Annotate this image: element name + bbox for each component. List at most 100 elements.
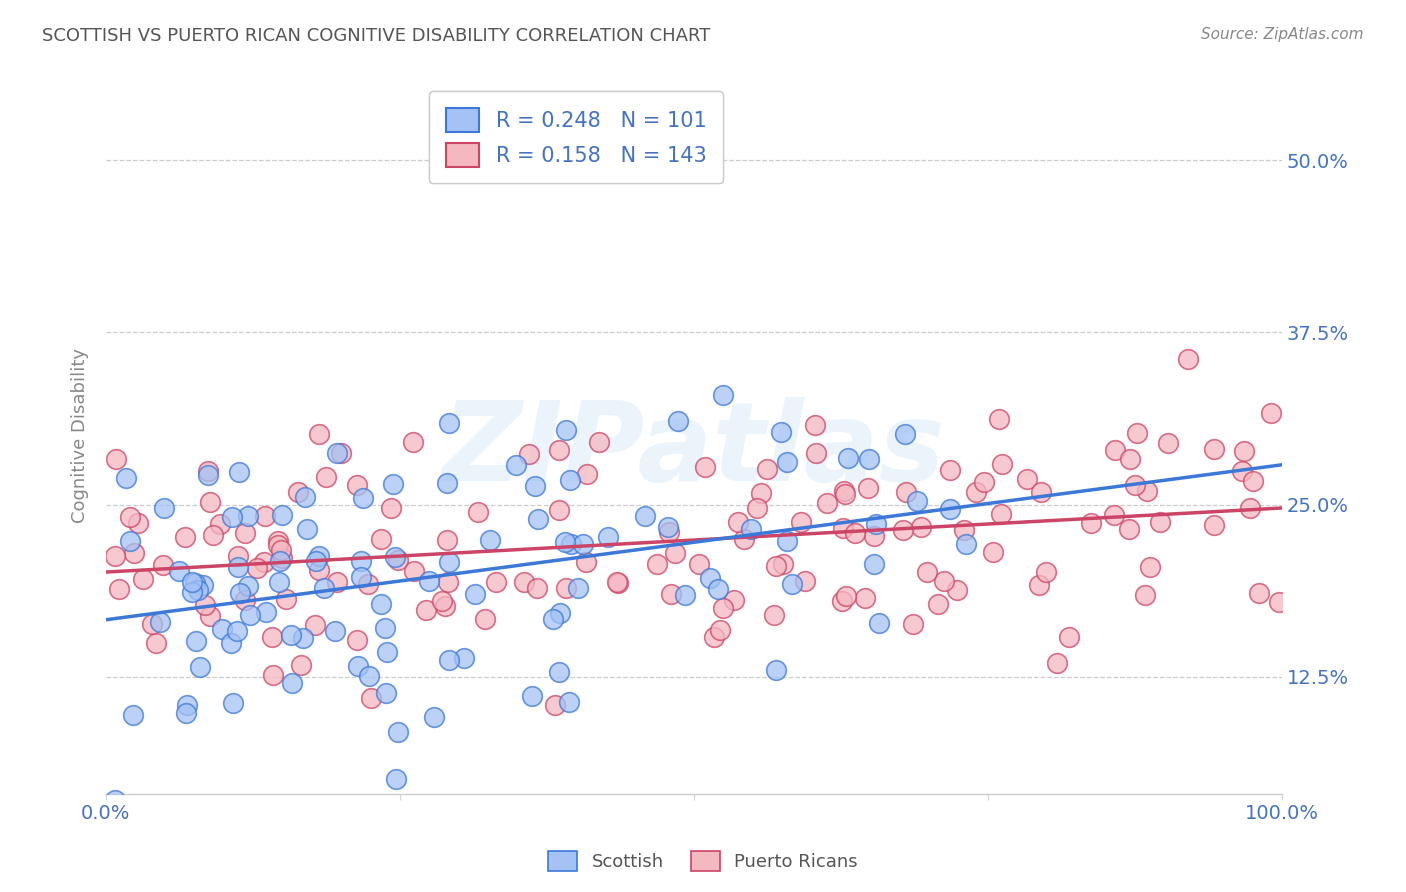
Point xyxy=(464,587,486,601)
Point xyxy=(350,554,373,568)
Point xyxy=(323,624,346,638)
Point xyxy=(174,530,197,544)
Point xyxy=(835,589,858,603)
Point xyxy=(330,446,353,460)
Point xyxy=(194,599,217,613)
Point xyxy=(560,473,582,487)
Point xyxy=(287,485,309,500)
Point xyxy=(375,645,398,659)
Point xyxy=(520,689,543,703)
Point xyxy=(554,423,576,437)
Point xyxy=(346,632,368,647)
Point xyxy=(762,607,785,622)
Point xyxy=(312,581,335,595)
Point xyxy=(932,574,955,589)
Point xyxy=(211,622,233,636)
Point xyxy=(439,416,461,430)
Point xyxy=(699,571,721,585)
Point xyxy=(664,546,686,560)
Y-axis label: Cognitive Disability: Cognitive Disability xyxy=(72,348,89,524)
Point xyxy=(588,435,610,450)
Point xyxy=(607,576,630,591)
Point xyxy=(198,494,221,508)
Point xyxy=(315,469,337,483)
Point xyxy=(856,481,879,495)
Point xyxy=(381,477,404,491)
Point xyxy=(198,608,221,623)
Legend: Scottish, Puerto Ricans: Scottish, Puerto Ricans xyxy=(541,844,865,879)
Point xyxy=(1046,656,1069,670)
Point xyxy=(927,597,949,611)
Legend: R = 0.248   N = 101, R = 0.158   N = 143: R = 0.248 N = 101, R = 0.158 N = 143 xyxy=(429,92,723,184)
Point xyxy=(145,636,167,650)
Point xyxy=(346,478,368,492)
Point xyxy=(254,605,277,619)
Point xyxy=(1017,473,1039,487)
Point xyxy=(723,593,745,607)
Point xyxy=(1260,406,1282,420)
Point xyxy=(485,574,508,589)
Point xyxy=(747,501,769,516)
Point xyxy=(149,615,172,630)
Point xyxy=(945,583,967,598)
Point xyxy=(132,572,155,586)
Point xyxy=(1177,351,1199,366)
Point xyxy=(544,698,567,712)
Point xyxy=(193,578,215,592)
Point xyxy=(572,537,595,551)
Point xyxy=(1202,442,1225,457)
Point xyxy=(294,490,316,504)
Point xyxy=(804,417,827,432)
Point xyxy=(1104,443,1126,458)
Point xyxy=(756,462,779,476)
Point xyxy=(305,554,328,568)
Point xyxy=(557,695,579,709)
Point xyxy=(254,509,277,524)
Point xyxy=(433,599,456,614)
Point xyxy=(1035,565,1057,579)
Point xyxy=(262,668,284,682)
Point xyxy=(280,628,302,642)
Point xyxy=(955,536,977,550)
Point xyxy=(245,561,267,575)
Point xyxy=(1118,452,1140,467)
Point xyxy=(740,522,762,536)
Point xyxy=(981,545,1004,559)
Point xyxy=(221,510,243,524)
Point xyxy=(657,520,679,534)
Point xyxy=(239,607,262,622)
Point xyxy=(775,455,797,469)
Point xyxy=(1057,630,1080,644)
Point xyxy=(226,559,249,574)
Point xyxy=(437,574,460,589)
Point xyxy=(474,612,496,626)
Point xyxy=(467,505,489,519)
Point xyxy=(266,537,288,551)
Point xyxy=(141,617,163,632)
Point xyxy=(832,521,855,535)
Point xyxy=(374,621,396,635)
Point xyxy=(1123,478,1146,492)
Point xyxy=(505,458,527,473)
Point xyxy=(120,534,142,549)
Point xyxy=(1268,595,1291,609)
Point xyxy=(115,470,138,484)
Point xyxy=(837,450,859,465)
Point xyxy=(596,529,619,543)
Point xyxy=(385,772,408,787)
Point xyxy=(524,479,547,493)
Point xyxy=(208,517,231,532)
Point xyxy=(122,546,145,560)
Point xyxy=(806,446,828,460)
Point xyxy=(905,494,928,508)
Point xyxy=(197,464,219,478)
Point xyxy=(548,503,571,517)
Point xyxy=(104,549,127,563)
Point xyxy=(370,597,392,611)
Point xyxy=(176,698,198,712)
Point xyxy=(865,516,887,531)
Point xyxy=(233,593,256,607)
Point xyxy=(1247,586,1270,600)
Point xyxy=(308,549,330,563)
Point xyxy=(197,467,219,482)
